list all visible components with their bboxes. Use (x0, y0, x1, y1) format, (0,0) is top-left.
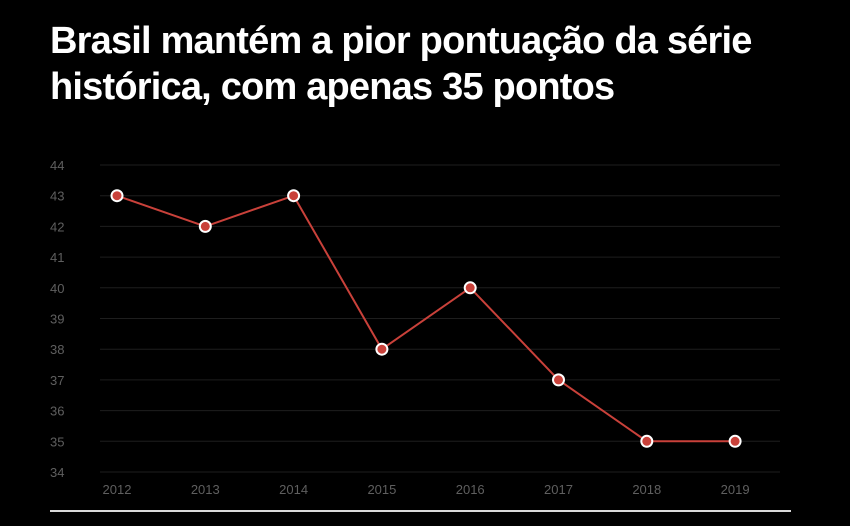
data-point[interactable] (375, 342, 389, 356)
x-tick-label: 2012 (103, 482, 132, 497)
y-tick-label: 40 (50, 281, 64, 296)
series-line (116, 194, 736, 443)
x-tick-label: 2019 (721, 482, 750, 497)
data-point[interactable] (110, 189, 124, 203)
y-tick-label: 36 (50, 404, 64, 419)
grid-lines (100, 164, 780, 473)
data-point[interactable] (552, 373, 565, 387)
y-tick-label: 42 (50, 219, 64, 234)
x-tick-label: 2017 (544, 482, 573, 497)
data-point[interactable] (728, 434, 742, 448)
x-tick-label: 2016 (456, 482, 485, 497)
data-point[interactable] (198, 219, 212, 233)
data-point[interactable] (463, 281, 477, 295)
data-points (110, 189, 742, 448)
data-point[interactable] (287, 189, 301, 203)
x-tick-label: 2013 (191, 482, 220, 497)
y-tick-label: 35 (50, 434, 64, 449)
x-tick-label: 2018 (632, 482, 661, 497)
y-tick-label: 37 (50, 373, 64, 388)
data-point[interactable] (640, 434, 654, 448)
y-tick-label: 34 (50, 465, 64, 480)
y-tick-label: 38 (50, 342, 64, 357)
x-axis-ticks: 2012 2013 2014 2015 2016 2017 2018 2019 (103, 482, 750, 497)
x-tick-label: 2015 (367, 482, 396, 497)
y-tick-label: 44 (50, 158, 64, 173)
chart-title: Brasil mantém a pior pontuação da série … (50, 20, 752, 108)
x-tick-label: 2014 (279, 482, 308, 497)
y-tick-label: 39 (50, 312, 64, 327)
y-tick-label: 43 (50, 189, 64, 204)
bottom-rule (50, 510, 791, 512)
y-axis-ticks: 44 43 42 41 40 39 38 37 36 35 34 (50, 158, 64, 480)
series-line-group (116, 194, 736, 443)
y-tick-label: 41 (50, 250, 64, 265)
